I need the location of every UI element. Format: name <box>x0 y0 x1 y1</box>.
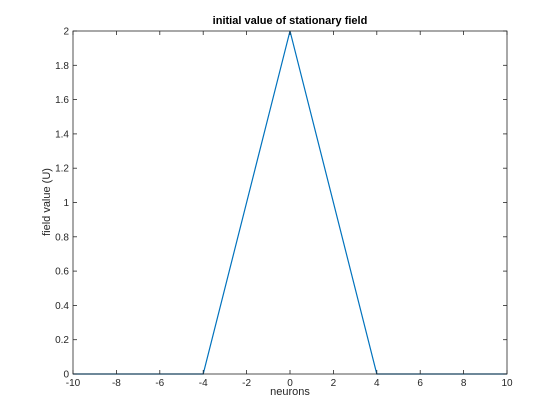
chart-title: initial value of stationary field <box>213 15 368 27</box>
y-tick-label: 1 <box>63 198 69 209</box>
y-tick-label: 0.4 <box>55 301 69 312</box>
y-tick-label: 2 <box>63 27 69 38</box>
x-tick-label: -6 <box>155 378 164 389</box>
y-tick-label: 1.4 <box>55 129 69 140</box>
y-tick-label: 0.6 <box>55 267 69 278</box>
y-tick-label: 1.6 <box>55 95 69 106</box>
x-tick-label: 6 <box>417 378 423 389</box>
y-tick-label: 0.8 <box>55 232 69 243</box>
y-tick-label: 1.2 <box>55 164 69 175</box>
x-tick-label: -8 <box>112 378 121 389</box>
x-tick-label: -2 <box>242 378 251 389</box>
x-tick-label: -10 <box>66 378 81 389</box>
y-tick-label: 0 <box>63 370 69 381</box>
x-tick-label: 8 <box>461 378 467 389</box>
x-tick-label: -4 <box>199 378 208 389</box>
y-tick-label: 1.8 <box>55 61 69 72</box>
x-tick-label: 10 <box>501 378 513 389</box>
x-tick-label: 2 <box>331 378 337 389</box>
plot-frame <box>72 30 508 375</box>
x-axis-label: neurons <box>270 386 310 398</box>
x-tick-label: 4 <box>374 378 380 389</box>
y-tick-labels: 0 0.2 0.4 0.6 0.8 1 1.2 1.4 1.6 1.8 2 <box>55 27 69 381</box>
y-axis-label: field value (U) <box>41 168 53 236</box>
x-tick-labels: -10 -8 -6 -4 -2 0 2 4 6 8 10 <box>66 378 513 389</box>
y-tick-label: 0.2 <box>55 335 69 346</box>
x-tick-label: 0 <box>287 378 293 389</box>
plot-background <box>73 31 507 374</box>
